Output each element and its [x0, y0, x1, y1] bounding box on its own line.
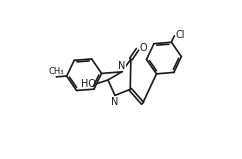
- Text: N: N: [111, 97, 118, 107]
- Text: O: O: [140, 43, 147, 53]
- Text: Cl: Cl: [175, 30, 185, 40]
- Text: CH₃: CH₃: [49, 67, 64, 76]
- Text: N: N: [118, 61, 126, 71]
- Text: HO: HO: [81, 79, 96, 89]
